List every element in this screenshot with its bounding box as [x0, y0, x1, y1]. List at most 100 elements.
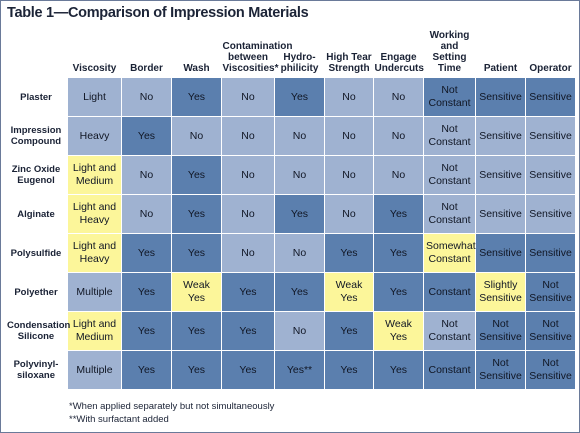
table-cell: Yes**	[274, 350, 325, 390]
table-cell: No	[221, 233, 275, 273]
table-cell: Sensitive	[475, 233, 526, 273]
table-cell: Sensitive	[475, 155, 526, 195]
table-cell: Multiple	[67, 272, 122, 312]
table-cell: Yes	[171, 311, 222, 351]
header-corner	[5, 30, 68, 78]
row-label: Polyvinyl-siloxane	[4, 350, 68, 390]
table-cell: Yes	[171, 350, 222, 390]
table-cell: Yes	[171, 155, 222, 195]
comparison-table: Viscosity Border Wash Contamination between…	[4, 30, 576, 390]
table-row: Polyether Multiple Yes Weak Yes Yes Yes Weak Y…	[4, 272, 576, 312]
table-cell: No	[221, 194, 275, 234]
table-cell: Yes	[373, 272, 424, 312]
table-cell: Light and Heavy	[67, 233, 122, 273]
table-cell: Light	[67, 77, 122, 117]
table-row: Polysulfide Light and Heavy Yes Yes No No Yes Y…	[4, 233, 576, 273]
table-cell: Yes	[221, 272, 275, 312]
table-cell: Yes	[324, 350, 374, 390]
table-cell: Weak Yes	[324, 272, 374, 312]
table-cell: Yes	[274, 194, 325, 234]
table-cell: Yes	[373, 194, 424, 234]
table-cell: No	[274, 155, 325, 195]
column-header: Operator	[529, 63, 572, 74]
row-label: Polysulfide	[4, 233, 68, 273]
table-row: Alginate Light and Heavy No Yes No Yes No Yes No…	[4, 194, 576, 234]
column-header: High Tear Strength	[326, 52, 372, 74]
table-cell: Yes	[171, 233, 222, 273]
table-cell: Yes	[121, 311, 172, 351]
table-cell: No	[274, 116, 325, 156]
table-cell: Heavy	[67, 116, 122, 156]
table-cell: No	[274, 233, 325, 273]
column-header: Border	[130, 63, 163, 74]
table-cell: Yes	[221, 311, 275, 351]
table-cell: Light and Heavy	[67, 194, 122, 234]
row-label: Impression Compound	[4, 116, 68, 156]
table-cell: No	[121, 194, 172, 234]
table-cell: Yes	[373, 233, 424, 273]
row-label: Plaster	[4, 77, 68, 117]
table-cell: Not Sensitive	[525, 350, 576, 390]
table-cell: Not Constant	[423, 116, 476, 156]
table-cell: Sensitive	[475, 77, 526, 117]
table-cell: Not Sensitive	[475, 350, 526, 390]
column-header: Contamination between Viscosities*	[222, 41, 293, 74]
table-cell: Light and Medium	[67, 155, 122, 195]
table-cell: Yes	[121, 233, 172, 273]
table-cell: No	[324, 194, 374, 234]
footnote-1: *When applied separately but not simulta…	[69, 401, 275, 412]
table-cell: Yes	[274, 77, 325, 117]
table-cell: Yes	[171, 77, 222, 117]
table-cell: No	[324, 116, 374, 156]
table-cell: No	[221, 155, 275, 195]
table-cell: Yes	[221, 350, 275, 390]
column-header: Wash	[183, 63, 210, 74]
table-cell: Weak Yes	[171, 272, 222, 312]
header-row: Viscosity Border Wash Contamination between…	[5, 30, 576, 78]
table-cell: Not Constant	[423, 77, 476, 117]
row-label: Polyether	[4, 272, 68, 312]
table-row: Zinc Oxide Eugenol Light and Medium No Yes N…	[4, 155, 576, 195]
table-cell: No	[373, 77, 424, 117]
column-header: Engage Undercuts	[374, 52, 424, 74]
footnote-2: **With surfactant added	[69, 414, 169, 425]
table-cell: Yes	[324, 311, 374, 351]
table-row: Polyvinyl-siloxane Multiple Yes Yes Yes Yes**…	[4, 350, 576, 390]
table-cell: Sensitive	[525, 194, 576, 234]
table-cell: Not Constant	[423, 311, 476, 351]
table-cell: Constant	[423, 350, 476, 390]
table-cell: Sensitive	[525, 233, 576, 273]
table-cell: No	[171, 116, 222, 156]
table-cell: Yes	[121, 350, 172, 390]
table-cell: No	[373, 116, 424, 156]
table-cell: Yes	[171, 194, 222, 234]
table-cell: No	[221, 77, 275, 117]
table-cell: Yes	[121, 116, 172, 156]
table-cell: Sensitive	[525, 155, 576, 195]
table-title: Table 1—Comparison of Impression Materia…	[7, 5, 309, 21]
row-label: Condensation Silicone	[4, 311, 70, 351]
column-header: Patient	[483, 63, 518, 74]
column-header: Working and Setting Time	[429, 30, 470, 74]
table-cell: Sensitive	[475, 116, 526, 156]
table-cell: Light and Medium	[67, 311, 122, 351]
table-cell: Not Sensitive	[525, 272, 576, 312]
table-cell: No	[373, 155, 424, 195]
table-cell: Yes	[121, 272, 172, 312]
table-row: Condensation Silicone Light and Medium Yes…	[4, 311, 576, 351]
table-cell: Not Sensitive	[475, 311, 526, 351]
table-cell: Not Sensitive	[525, 311, 576, 351]
table-cell: Constant	[423, 272, 476, 312]
table-cell: Sensitive	[475, 194, 526, 234]
table-cell: No	[121, 77, 172, 117]
row-label: Alginate	[4, 194, 68, 234]
table-cell: Somewhat Constant	[423, 233, 476, 273]
table-row: Plaster Light No Yes No Yes No No Not Constant Se…	[4, 77, 576, 117]
column-header: Hydro-philicity	[280, 52, 319, 74]
table-cell: Yes	[373, 350, 424, 390]
table-cell: No	[274, 311, 325, 351]
table-cell: Not Constant	[423, 194, 476, 234]
row-label: Zinc Oxide Eugenol	[4, 155, 68, 195]
table-cell: Slightly Sensitive	[475, 272, 526, 312]
